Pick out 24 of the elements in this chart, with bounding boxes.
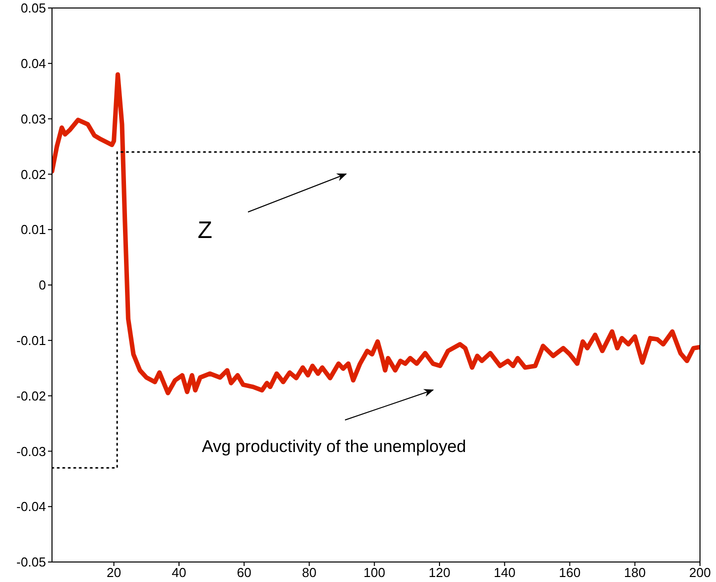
y-tick-label: -0.05 — [16, 554, 46, 570]
y-tick-label: -0.01 — [16, 333, 46, 348]
x-tick-label: 20 — [106, 565, 122, 580]
y-tick-label: 0.04 — [20, 56, 46, 72]
x-tick-label: 140 — [494, 565, 516, 580]
y-tick-label: 0 — [38, 278, 46, 293]
y-tick-label: 0.02 — [20, 166, 46, 182]
y-tick-label: -0.04 — [16, 499, 46, 514]
x-tick-label: 180 — [624, 565, 646, 580]
x-tick-label: 40 — [172, 565, 186, 580]
x-tick-label: 200 — [689, 565, 711, 580]
annotation: Z — [198, 217, 212, 244]
line-series — [52, 72, 700, 396]
annotation: Avg productivity of the unemployed — [202, 437, 466, 456]
y-tick-label: 0.05 — [20, 0, 46, 16]
x-tick-label: 100 — [364, 565, 386, 580]
y-tick-label: -0.02 — [16, 388, 46, 404]
y-tick-label: -0.03 — [16, 444, 46, 459]
x-tick-label: 120 — [428, 565, 450, 580]
y-tick-label: 0.03 — [20, 111, 46, 126]
x-tick-label: 60 — [236, 565, 252, 580]
x-tick-label: 160 — [558, 565, 581, 580]
x-tick-label: 80 — [302, 565, 316, 580]
y-tick-label: 0.01 — [20, 222, 46, 238]
